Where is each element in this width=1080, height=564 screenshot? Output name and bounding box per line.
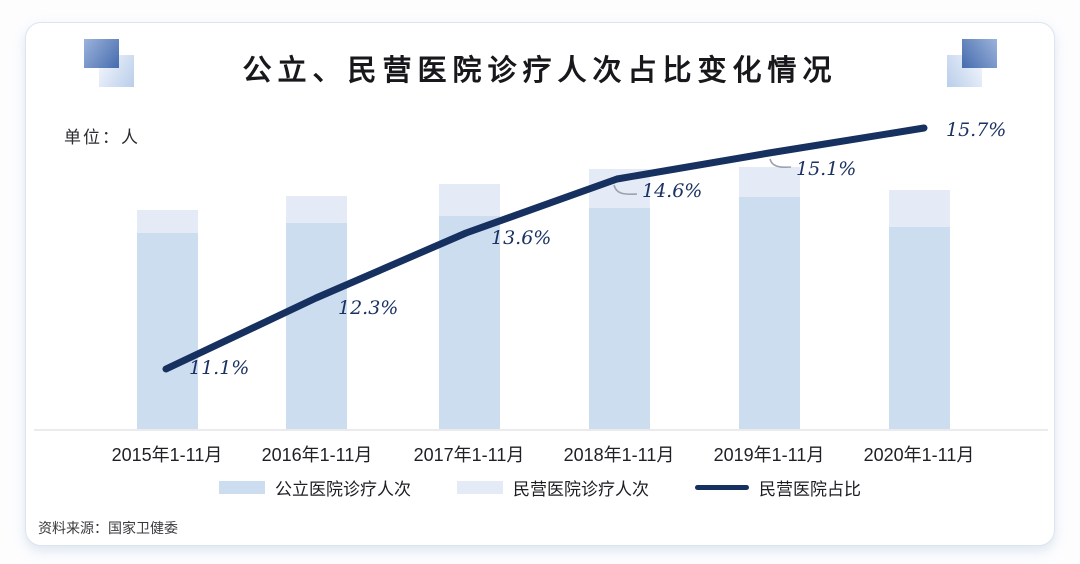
legend-item-民营医院占比: 民营医院占比	[695, 475, 861, 500]
x-axis-label: 2018年1-11月	[563, 445, 675, 465]
label-leader-line	[769, 158, 792, 169]
bar-private-2019年1-11月	[739, 167, 800, 197]
legend-bar-swatch-icon	[457, 481, 503, 494]
bar-private-2017年1-11月	[439, 184, 500, 216]
x-axis-label: 2016年1-11月	[261, 445, 373, 465]
percent-label-2020年1-11月: 15.7%	[946, 119, 1007, 141]
percent-line-layer	[162, 124, 928, 373]
bar-public-2019年1-11月	[739, 197, 800, 430]
label-leader-line	[613, 184, 638, 196]
percent-label-2015年1-11月: 11.1%	[189, 357, 250, 379]
chart-card: 公立、民营医院诊疗人次占比变化情况 单位：人 11.1% 12.3% 13.6% 14…	[25, 22, 1055, 546]
deco-square-dark	[84, 39, 119, 68]
x-axis-label: 2017年1-11月	[413, 445, 525, 465]
bar-public-2015年1-11月	[137, 233, 198, 430]
percent-label-2016年1-11月: 12.3%	[338, 297, 399, 319]
bar-private-2015年1-11月	[137, 210, 198, 233]
source-note: 资料来源：国家卫健委	[38, 520, 178, 536]
legend-line-swatch-icon	[695, 485, 749, 490]
x-axis-label: 2019年1-11月	[713, 445, 825, 465]
chart-title: 公立、民营医院诊疗人次占比变化情况	[242, 55, 838, 87]
plot-area: 11.1% 12.3% 13.6% 14.6% 15.1% 15.7% 2015年1-11…	[26, 23, 1056, 547]
deco-squares-left-icon	[84, 39, 134, 88]
legend-label: 民营医院诊疗人次	[513, 480, 649, 499]
x-axis-label: 2015年1-11月	[111, 445, 223, 465]
percent-label-2018年1-11月: 14.6%	[642, 180, 703, 202]
unit-label: 单位：人	[64, 128, 140, 147]
legend-label: 民营医院占比	[759, 480, 861, 499]
private-share-line	[162, 124, 928, 373]
bar-private-2020年1-11月	[889, 190, 950, 227]
bar-public-2020年1-11月	[889, 227, 950, 430]
legend-item-民营医院诊疗人次: 民营医院诊疗人次	[457, 475, 649, 500]
legend: 公立医院诊疗人次 民营医院诊疗人次 民营医院占比	[26, 475, 1054, 500]
bar-public-2016年1-11月	[286, 223, 347, 430]
bar-public-2017年1-11月	[439, 216, 500, 430]
bar-private-2016年1-11月	[286, 196, 347, 223]
bar-public-2018年1-11月	[589, 208, 650, 430]
legend-bar-swatch-icon	[219, 481, 265, 494]
x-axis-label: 2020年1-11月	[863, 445, 975, 465]
legend-label: 公立医院诊疗人次	[275, 480, 411, 499]
percent-label-2019年1-11月: 15.1%	[796, 158, 857, 180]
x-axis-line	[34, 429, 1048, 431]
percent-label-2017年1-11月: 13.6%	[491, 227, 552, 249]
legend-item-公立医院诊疗人次: 公立医院诊疗人次	[219, 475, 411, 500]
